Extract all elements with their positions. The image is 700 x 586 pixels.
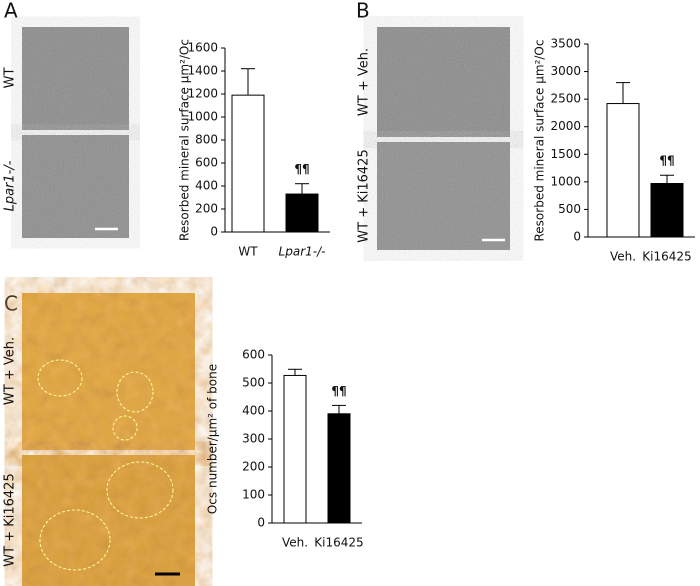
significance: ¶¶ <box>294 162 309 176</box>
image-label: WT + Veh. <box>357 48 372 116</box>
y-tick-label: 100 <box>242 488 265 502</box>
panel-label: C <box>4 292 18 316</box>
y-tick-label: 600 <box>195 156 218 170</box>
y-tick-label: 1000 <box>550 174 581 188</box>
bar <box>285 193 319 233</box>
significance: ¶¶ <box>659 154 674 168</box>
y-tick-label: 400 <box>195 179 218 193</box>
y-tick-label: 0 <box>257 516 265 530</box>
panel-label: A <box>4 0 18 23</box>
panel-label: B <box>356 0 370 23</box>
bar <box>283 374 307 524</box>
y-tick-label: 2000 <box>550 119 581 133</box>
x-tick-label: Ki16425 <box>314 536 363 550</box>
y-axis-label: Resorbed mineral surface µm²/Oc <box>178 39 192 241</box>
bar <box>606 103 640 238</box>
y-tick-label: 0 <box>210 225 218 239</box>
y-axis-label: Resorbed mineral surface µm²/Oc <box>533 40 547 242</box>
image-label: Lpar1-/- <box>3 160 18 211</box>
y-tick-label: 500 <box>242 376 265 390</box>
bar <box>650 183 684 238</box>
y-tick-label: 1000 <box>187 110 218 124</box>
x-tick-label: WT <box>238 245 258 259</box>
y-tick-label: 3000 <box>550 64 581 78</box>
y-tick-label: 1500 <box>550 147 581 161</box>
y-tick-label: 3500 <box>550 37 581 51</box>
y-tick-label: 1600 <box>187 41 218 55</box>
y-axis-label: Ocs number/µm² of bone <box>206 364 220 514</box>
y-tick-label: 300 <box>242 432 265 446</box>
x-tick-label: Veh. <box>282 536 308 550</box>
y-tick-label: 600 <box>242 348 265 362</box>
image-label: WT + Ki16425 <box>3 473 18 566</box>
y-tick-label: 400 <box>242 404 265 418</box>
image-label: WT + Veh. <box>3 337 18 405</box>
bar <box>231 94 265 233</box>
significance: ¶¶ <box>331 384 346 398</box>
x-tick-label: Veh. <box>610 250 636 264</box>
y-tick-label: 500 <box>558 202 581 216</box>
y-tick-label: 0 <box>573 230 581 244</box>
image-label: WT + Ki16425 <box>357 149 372 242</box>
x-tick-label: Lpar1-/- <box>279 245 326 259</box>
y-tick-label: 200 <box>195 202 218 216</box>
y-tick-label: 2500 <box>550 92 581 106</box>
y-tick-label: 800 <box>195 133 218 147</box>
image-label: WT <box>3 68 18 89</box>
y-tick-label: 1400 <box>187 64 218 78</box>
x-tick-label: Ki16425 <box>642 250 691 264</box>
y-tick-label: 200 <box>242 460 265 474</box>
bar <box>327 413 351 524</box>
micrographs <box>22 27 510 586</box>
y-tick-label: 1200 <box>187 87 218 101</box>
